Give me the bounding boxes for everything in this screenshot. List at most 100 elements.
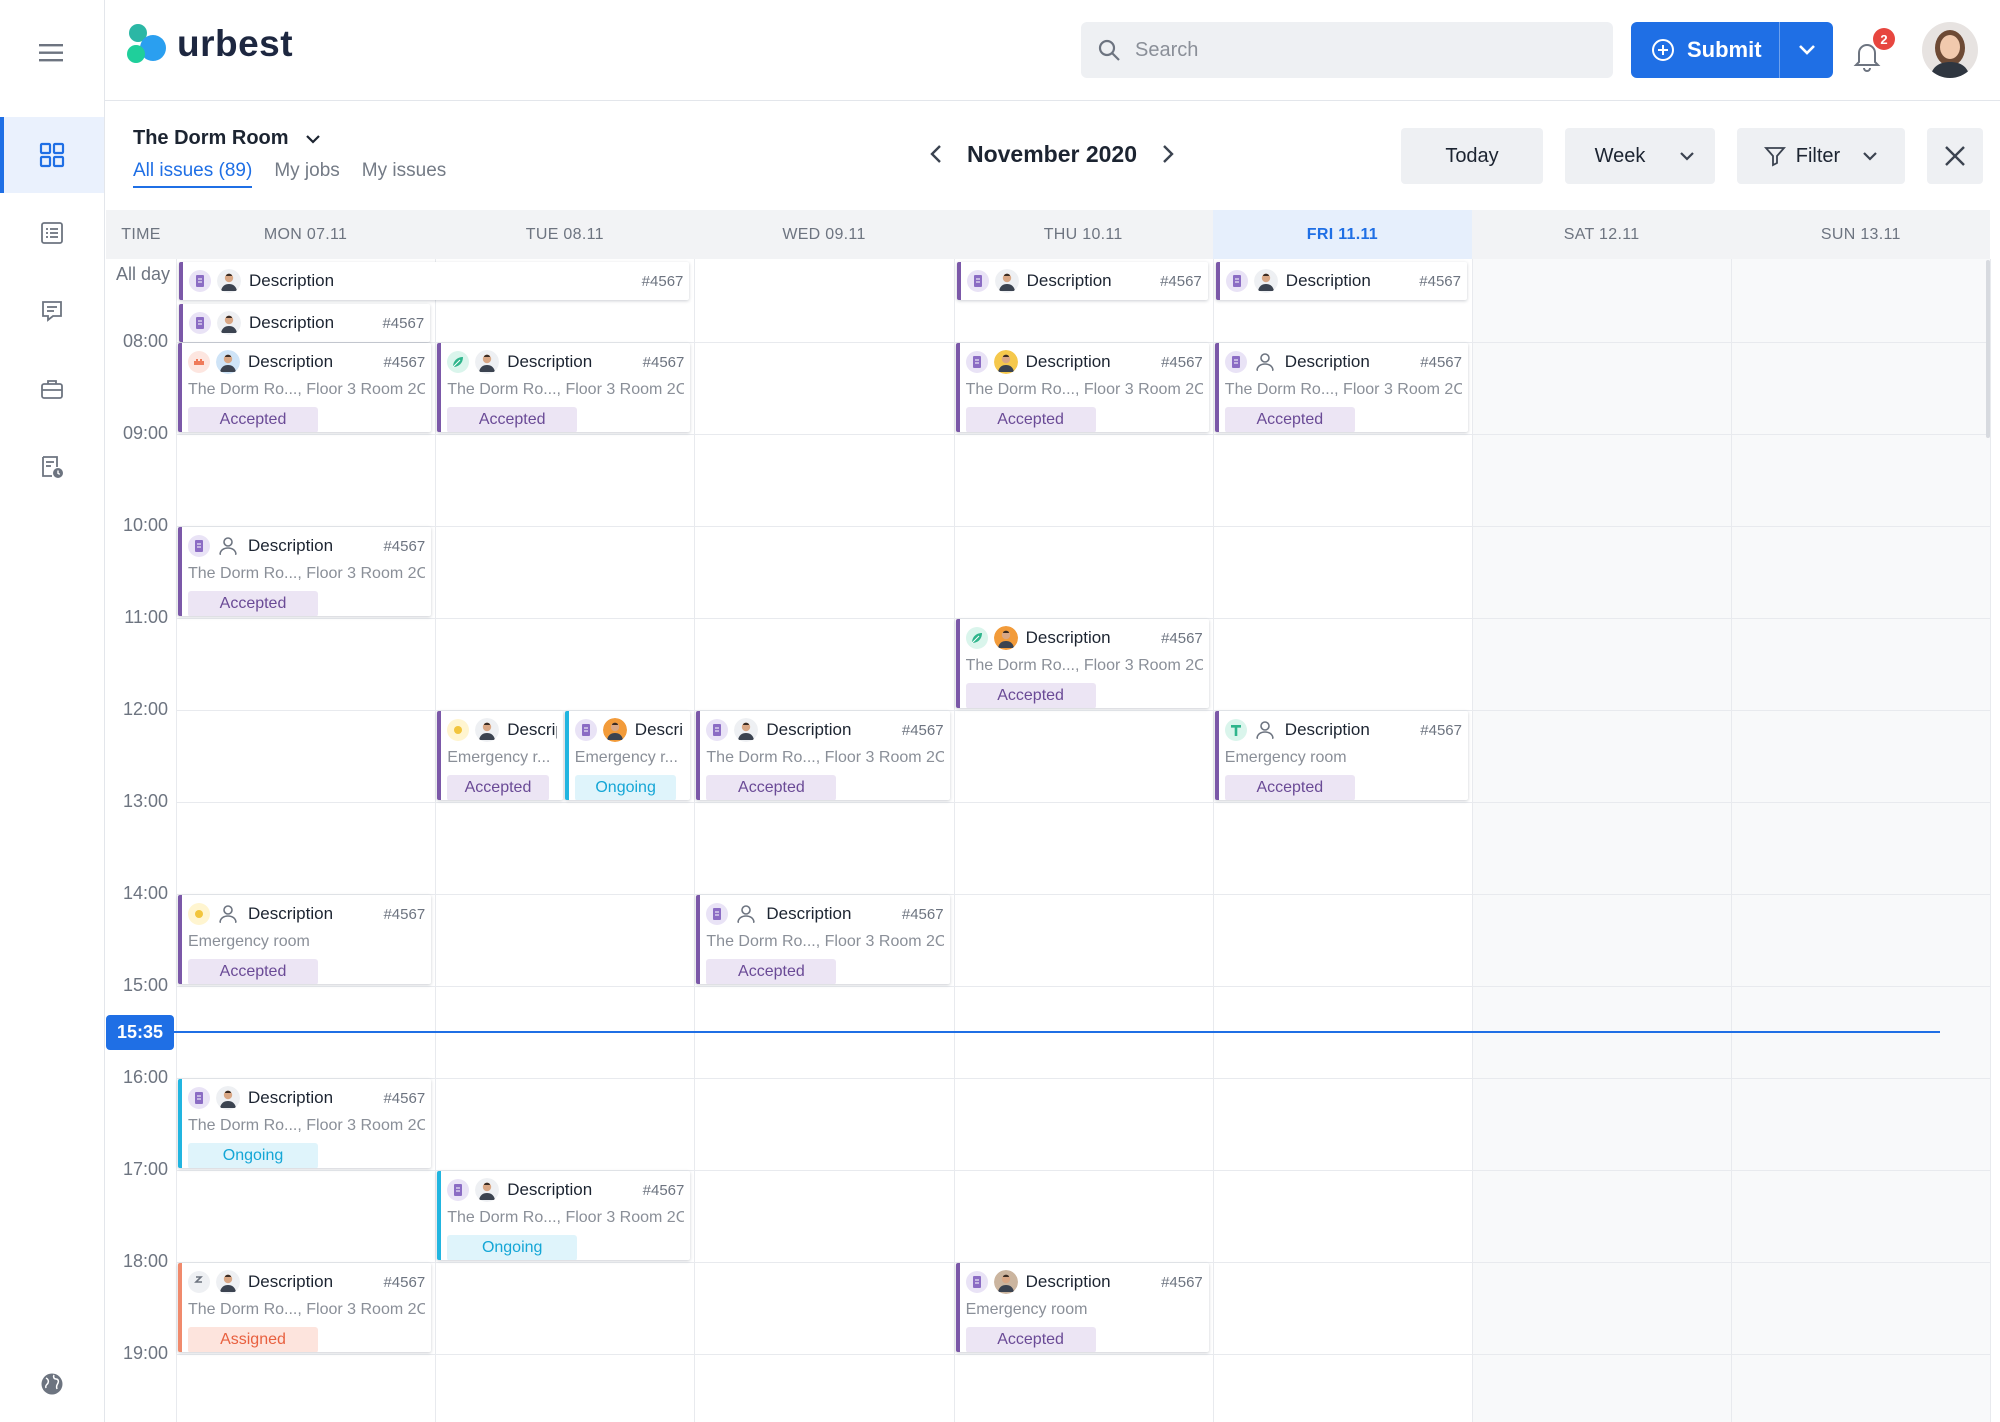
assignee-avatar [734,718,759,742]
user-outline-icon [216,534,240,558]
event-header: Description #4567 [189,268,683,294]
close-button[interactable] [1927,128,1983,184]
notifications-button[interactable]: 2 [1851,28,1895,74]
submit-dropdown-button[interactable] [1779,22,1833,78]
grid-hour-line [176,1078,1991,1079]
calendar-event[interactable]: Description #4567 Emergency room Accepted [955,1263,1209,1352]
scrollbar[interactable] [1986,260,1990,438]
status-badge: Accepted [706,775,837,800]
event-title: Description [1025,352,1111,371]
calendar-event[interactable]: Description #4567 The Dorm Ro..., Floor 3 … [696,895,950,984]
hour-label: 08:00 [122,331,168,351]
menu-icon[interactable] [0,15,104,91]
sun-icon [188,903,210,925]
assignee-avatar [993,626,1018,650]
event-id: #4567 [1420,721,1462,739]
search-input[interactable] [1135,38,1575,62]
event-title: Description [766,720,852,739]
event-title: Description [1026,271,1112,290]
nav-reports[interactable] [0,429,104,505]
event-title: Description [1284,352,1370,371]
venue-selector[interactable]: The Dorm Room [133,127,321,150]
all-day-event[interactable]: Description #4567 [179,304,431,342]
calendar-event[interactable]: Description #4567 The Dorm Ro..., Floor 3 … [178,1079,432,1168]
event-header: Description #4567 [706,901,944,927]
grid-hour-line [176,894,1991,895]
calendar-event[interactable]: Description #4567 The Dorm Ro..., Floor 3 … [437,343,691,432]
calendar-event[interactable]: Description #4567 The Dorm Ro..., Floor 3 … [955,343,1209,432]
event-header: Description #4567 [1225,268,1461,294]
hour-label: 14:00 [122,883,168,903]
calendar-event[interactable]: Description #4567 The Dorm Ro..., Floor 3 … [178,527,432,616]
day-header[interactable]: SAT 12.11 [1472,210,1732,259]
hour-label: 18:00 [122,1251,168,1271]
grid-hour-line [176,1262,1991,1263]
doc-icon [706,719,729,741]
event-header: Description #4567 [188,1269,425,1295]
day-header[interactable]: WED 09.11 [694,210,954,259]
calendar-event[interactable]: Description #4567 Emergency room Accepted [178,895,432,984]
hour-label: 09:00 [122,423,168,443]
grid-column-line [176,259,177,1422]
calendar-event[interactable]: Description #4567 The Dorm Ro..., Floor 3 … [1214,343,1468,432]
tab-my[interactable]: My issues [361,160,447,181]
filter-button[interactable]: Filter [1737,128,1905,184]
event-id: #4567 [642,353,685,371]
grid-hour-line [176,618,1991,619]
calendar-event[interactable]: Description #4567 The Dorm Ro..., Floor 3 … [178,1263,432,1352]
globe-icon[interactable] [0,1346,104,1422]
calendar-event[interactable]: Description Emergency r... Ongoing [564,711,691,800]
calendar-event[interactable]: Description #4567 The Dorm Ro..., Floor 3 … [696,711,950,800]
event-id: #4567 [642,1181,685,1199]
event-location: The Dorm Ro..., Floor 3 Room 2C [188,1117,426,1134]
event-header: Description #4567 [189,310,424,336]
calendar-event[interactable]: Description #4567 The Dorm Ro..., Floor 3 … [955,619,1209,708]
status-badge: Ongoing [188,1143,318,1168]
event-header: Description #4567 [965,1269,1203,1295]
grid-hour-line [176,1170,1991,1171]
calendar-event[interactable]: Description #4567 Emergency room Accepted [1214,711,1468,800]
assignee-avatar [216,1270,240,1294]
hour-label: 16:00 [122,1067,168,1087]
hour-label: 19:00 [122,1343,168,1363]
tab-all-issues[interactable]: All issues (89) [133,160,253,188]
nav-list[interactable] [0,195,104,271]
status-badge: Accepted [965,1327,1096,1352]
next-week-button[interactable] [1152,138,1184,170]
status-badge: Accepted [188,407,318,432]
day-header[interactable]: THU 10.11 [953,210,1213,259]
all-day-event[interactable]: Description #4567 [179,262,690,300]
brand-logo[interactable]: urbest [125,22,293,66]
calendar-event[interactable]: Description #4567 The Dorm Ro..., Floor 3 … [178,343,432,432]
t-icon [1224,719,1247,741]
doc-icon [965,351,988,373]
tab-my[interactable]: My jobs [274,160,340,181]
calendar-event[interactable]: Description #4567 The Dorm Ro..., Floor 3 … [437,1171,691,1260]
all-day-event[interactable]: Description #4567 [956,262,1208,300]
nav-dashboard[interactable] [0,117,104,193]
day-header[interactable]: MON 07.11 [176,210,436,259]
submit-button[interactable]: Submit [1631,22,1779,78]
grid-hour-line [176,710,1991,711]
day-header[interactable]: SUN 13.11 [1731,210,1991,259]
user-avatar[interactable] [1922,22,1978,78]
calendar-event[interactable]: Description Emergency r... Accepted [437,711,563,800]
doc-icon [1225,270,1248,292]
time-column-header: TIME [106,210,176,259]
current-time-line [172,1031,1940,1033]
event-title: Description [248,904,334,923]
top-bar: urbest Submit 2 [105,0,2000,101]
day-header[interactable]: FRI 11.11 [1212,210,1472,259]
previous-week-button[interactable] [920,138,952,170]
nav-messages[interactable] [0,273,104,349]
day-header[interactable]: TUE 08.11 [435,210,695,259]
event-header: Description #4567 [188,901,425,927]
today-button[interactable]: Today [1401,128,1543,184]
view-selector[interactable]: Week [1565,128,1715,184]
search-box[interactable] [1081,22,1613,78]
event-id: #4567 [1161,353,1203,371]
status-badge: Assigned [188,1327,318,1352]
all-day-event[interactable]: Description #4567 [1215,262,1467,300]
nav-jobs[interactable] [0,351,104,427]
briefcase-icon [41,380,63,399]
